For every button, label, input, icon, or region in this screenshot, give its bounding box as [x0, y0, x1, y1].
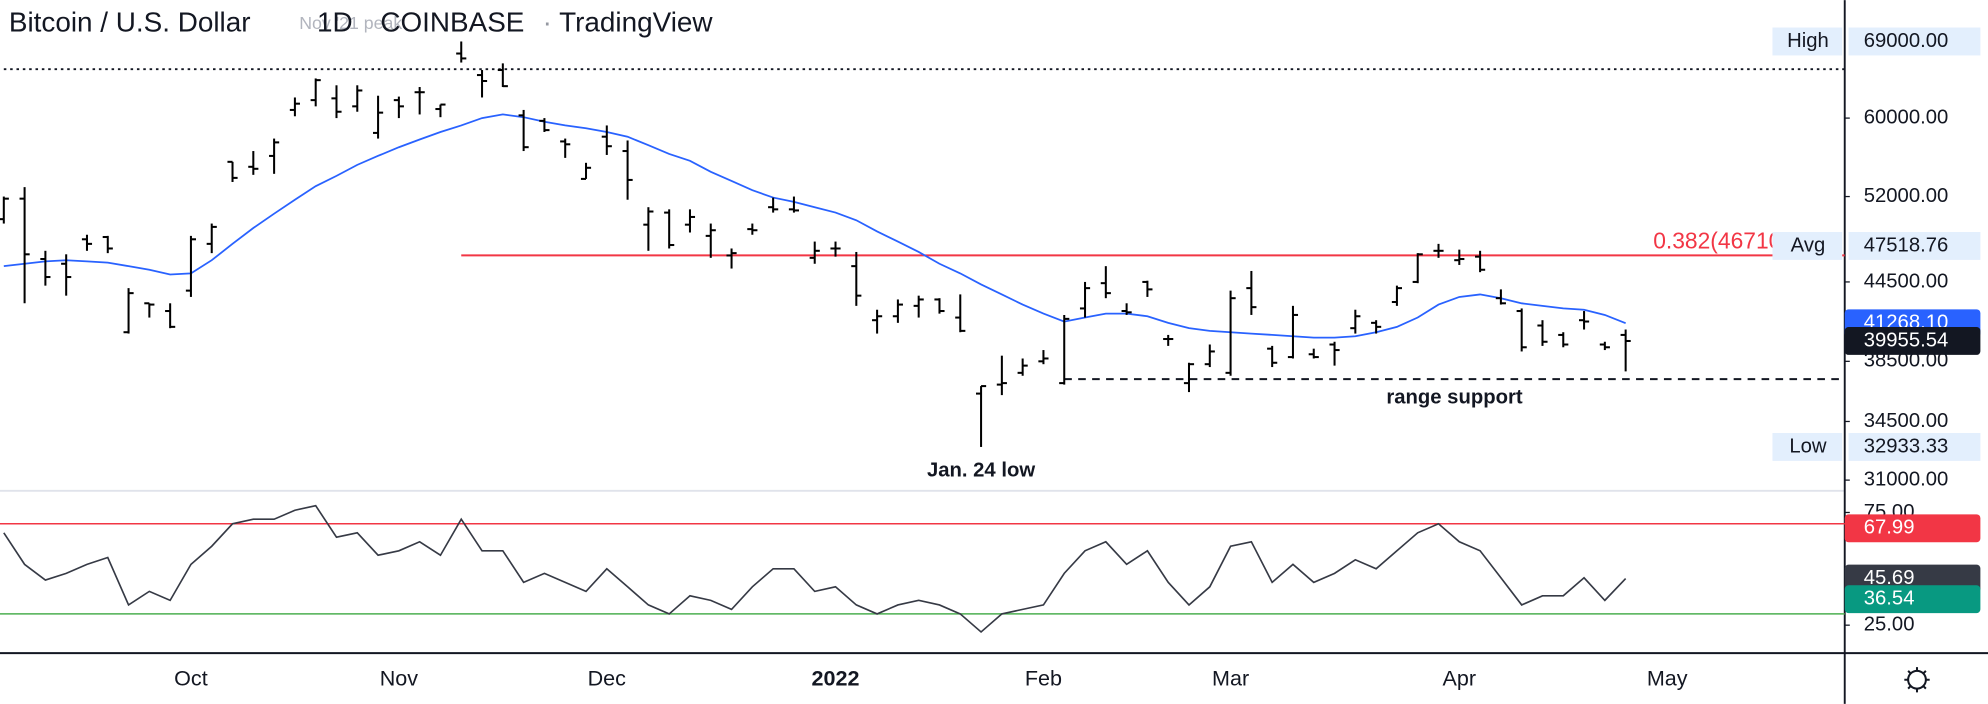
- interval: 1D: [317, 7, 353, 38]
- settings-icon[interactable]: [1904, 667, 1930, 693]
- y-tick-label: 44500.00: [1864, 270, 1949, 292]
- x-tick-label: May: [1647, 665, 1688, 690]
- rsi-value-box: [1844, 514, 1981, 543]
- x-tick-label: Apr: [1443, 665, 1477, 690]
- rsi-value-label: 45.69: [1864, 567, 1915, 589]
- x-tick-label: 2022: [812, 665, 860, 690]
- stat-value: 47518.76: [1864, 234, 1949, 256]
- x-tick-label: Feb: [1025, 665, 1062, 690]
- x-tick-label: Oct: [174, 665, 208, 690]
- x-tick-label: Nov: [380, 665, 419, 690]
- watermark: Nov '21 peak: [299, 13, 402, 33]
- stat-name: High: [1787, 30, 1829, 52]
- stat-name: Avg: [1791, 234, 1826, 256]
- annotation: Jan. 24 low: [927, 459, 1035, 481]
- stat-name: Low: [1789, 435, 1827, 457]
- y-tick-label: 38500.00: [1864, 350, 1949, 372]
- rsi-value-label: 67.99: [1864, 517, 1915, 539]
- stat-value-box: [1848, 433, 1981, 461]
- y-tick-label: 60000.00: [1864, 106, 1949, 128]
- y-tick-label: 52000.00: [1864, 185, 1949, 207]
- exchange: COINBASE: [380, 7, 524, 38]
- price-box: [1844, 327, 1981, 355]
- rsi-value-box: [1844, 585, 1981, 614]
- x-tick-label: Mar: [1212, 665, 1249, 690]
- level-label: range support: [1386, 387, 1522, 409]
- x-tick-label: Dec: [588, 665, 627, 690]
- rsi-line: [3, 504, 1627, 634]
- level-label: 0.382(46710: [1653, 228, 1781, 254]
- rsi-tick-label: 25.00: [1864, 614, 1915, 636]
- stat-value-box: [1848, 232, 1981, 260]
- price-box-label: 39955.54: [1864, 329, 1949, 351]
- stat-name-box: [1772, 232, 1843, 260]
- stat-value-box: [1848, 27, 1981, 56]
- stat-name-box: [1772, 27, 1843, 56]
- moving-average: [3, 113, 1626, 339]
- y-tick-label: 31000.00: [1864, 468, 1949, 490]
- separator-dot: ·: [543, 7, 552, 38]
- y-tick-label: 34500.00: [1864, 410, 1949, 432]
- stat-value: 32933.33: [1864, 435, 1949, 457]
- stat-value: 69000.00: [1864, 30, 1949, 52]
- rsi-value-label: 36.54: [1864, 588, 1915, 610]
- stat-name-box: [1772, 433, 1843, 461]
- chart-title: Bitcoin / U.S. Dollar: [9, 7, 251, 38]
- settings-spokes[interactable]: [1904, 667, 1930, 693]
- source: TradingView: [559, 7, 713, 38]
